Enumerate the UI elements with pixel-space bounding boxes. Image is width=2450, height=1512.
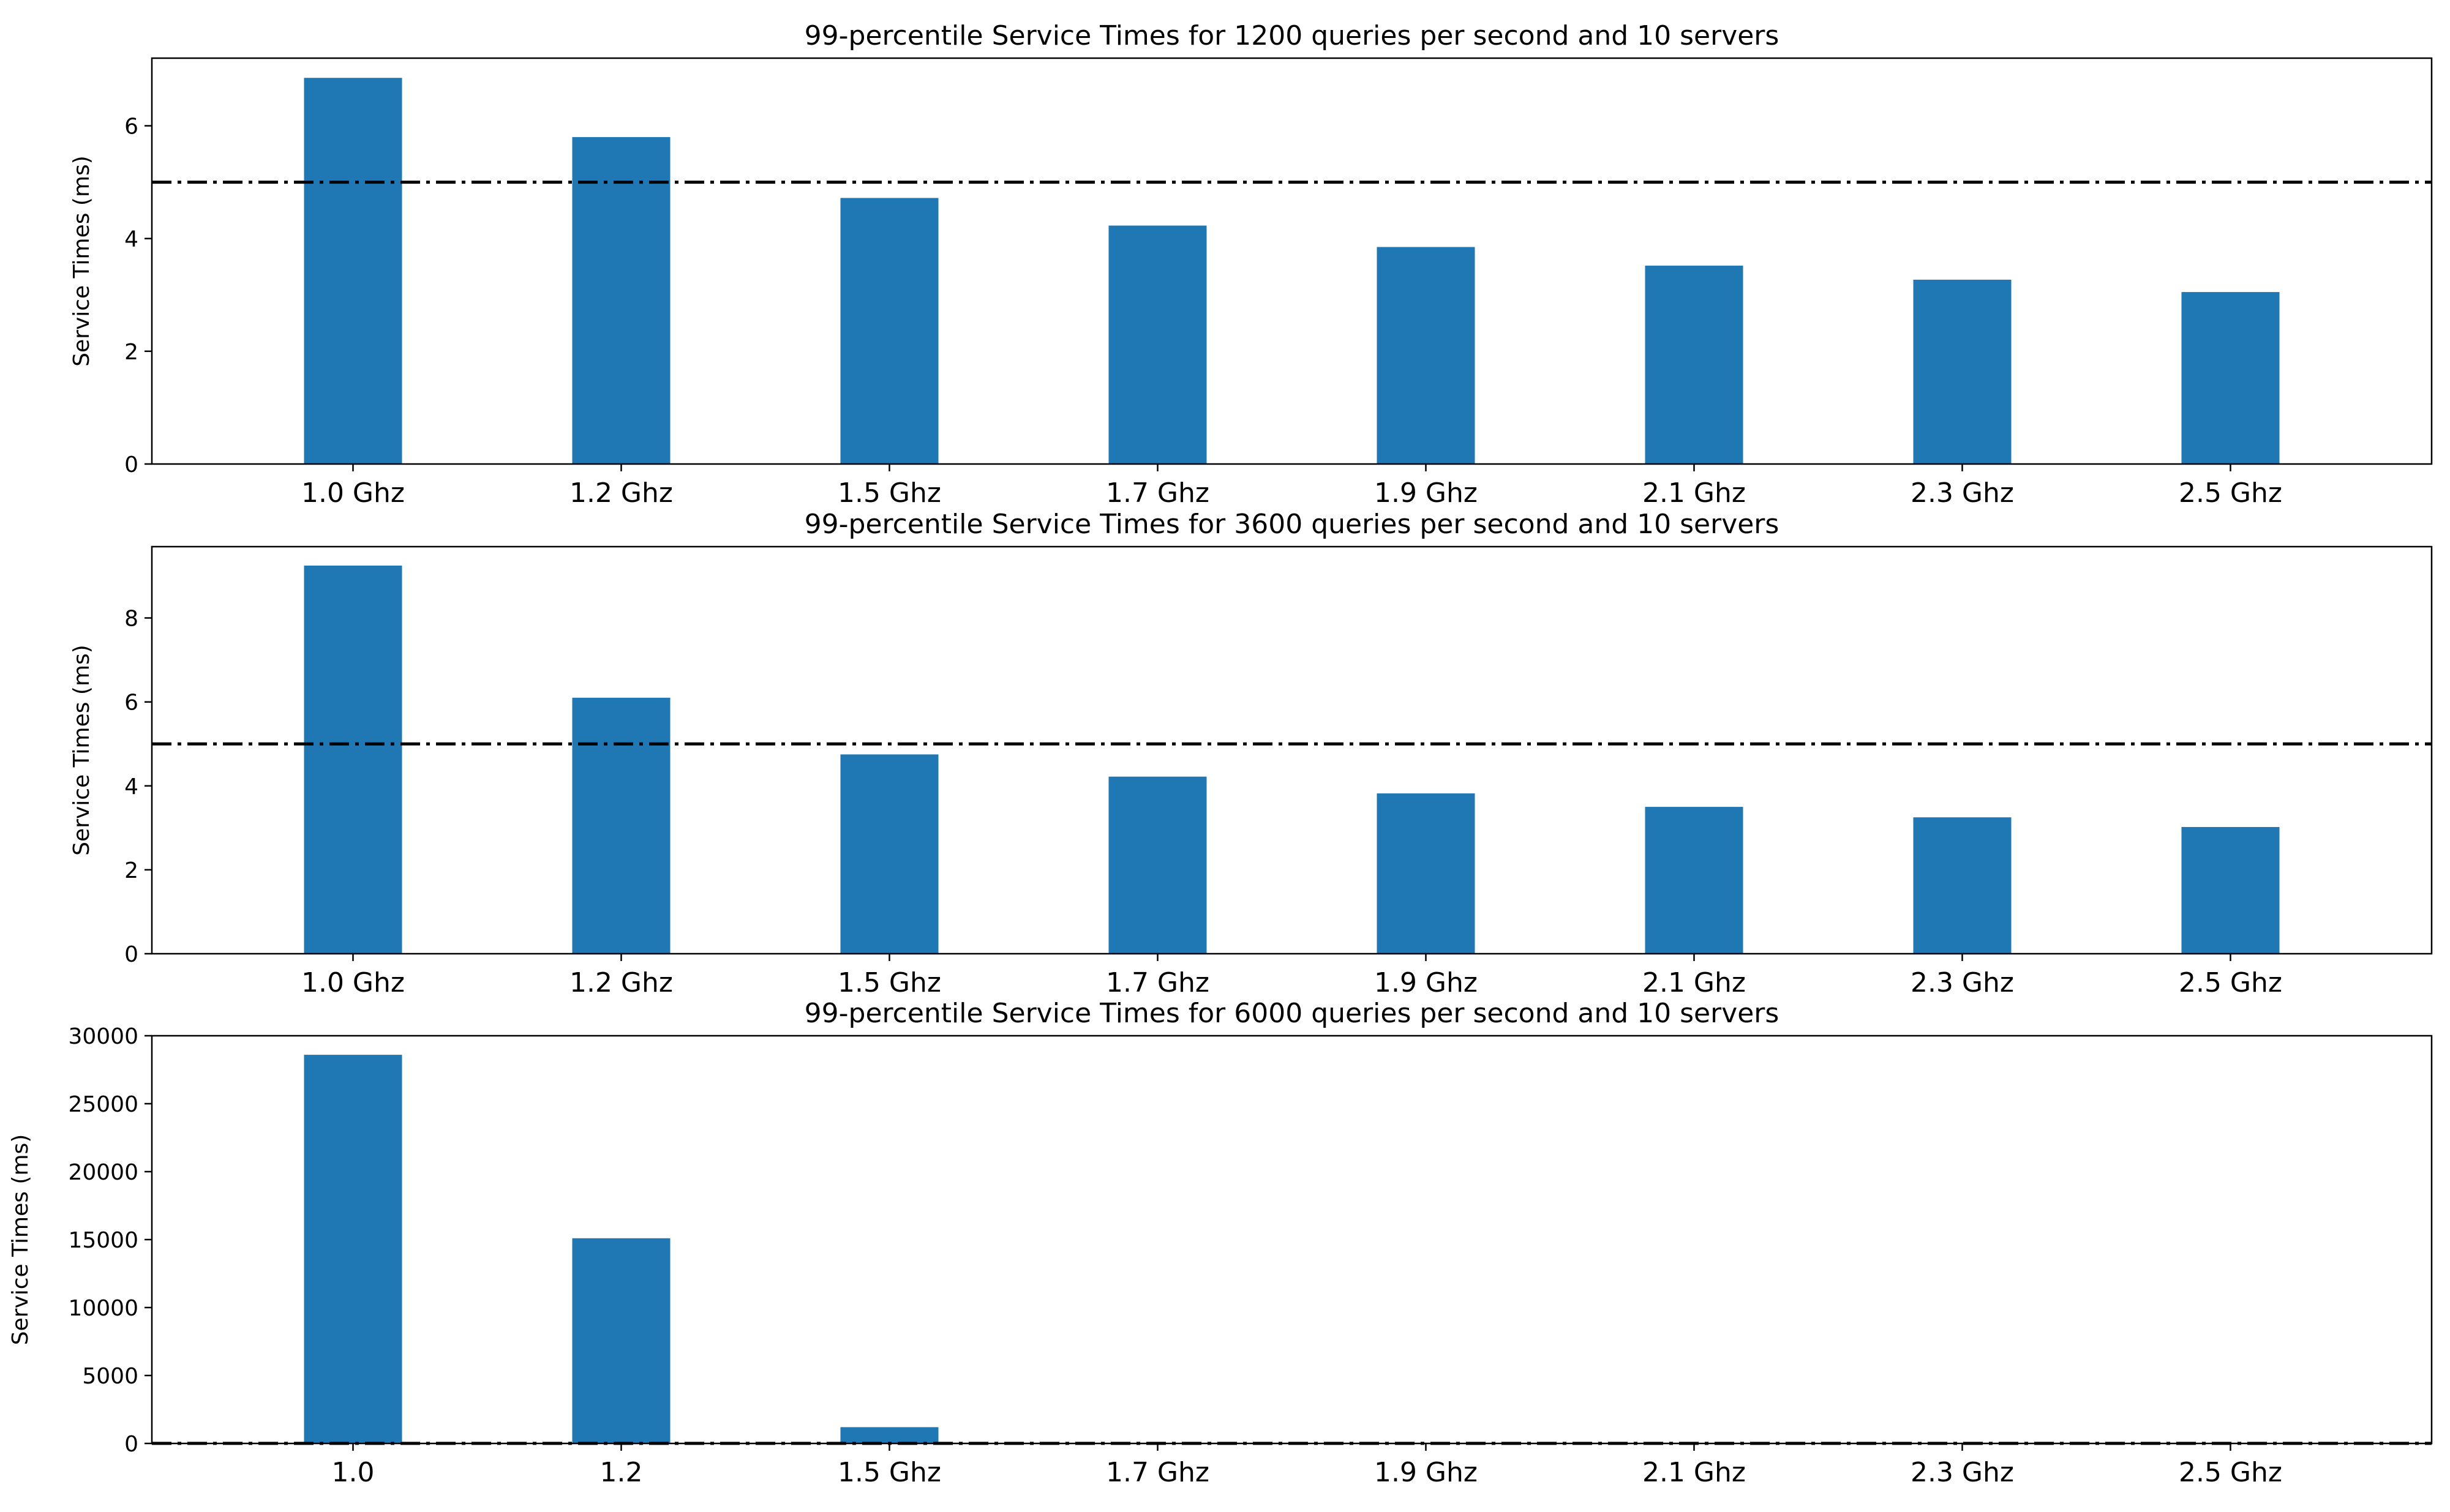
x-tick-label-3-3: 1.5 Ghz (838, 1457, 941, 1488)
x-tick-label-2-4: 1.7 Ghz (1106, 967, 1209, 998)
bar-2-5 (1377, 793, 1475, 954)
x-tick-label-2-1: 1.0 Ghz (301, 967, 405, 998)
y-tick-label-1-2: 2 (124, 340, 138, 365)
x-tick-label-3-6: 2.1 Ghz (1642, 1457, 1746, 1488)
bar-3-3 (840, 1427, 939, 1443)
y-tick-label-3-2: 5000 (82, 1364, 138, 1389)
x-tick-label-3-2: 1.2 (600, 1457, 643, 1488)
y-tick-label-3-7: 30000 (68, 1024, 138, 1049)
chart-title-2: 99-percentile Service Times for 3600 que… (805, 509, 1779, 540)
x-tick-label-1-3: 1.5 Ghz (838, 477, 941, 509)
y-axis-label-2: Service Times (ms) (69, 645, 94, 856)
x-tick-label-3-8: 2.5 Ghz (2179, 1457, 2282, 1488)
x-tick-label-2-5: 1.9 Ghz (1374, 967, 1478, 998)
chart-title-3: 99-percentile Service Times for 6000 que… (805, 998, 1779, 1029)
chart-title-1: 99-percentile Service Times for 1200 que… (805, 20, 1779, 51)
x-tick-label-3-1: 1.0 (332, 1457, 375, 1488)
x-tick-label-2-8: 2.5 Ghz (2179, 967, 2282, 998)
x-tick-label-2-3: 1.5 Ghz (838, 967, 941, 998)
y-tick-label-2-3: 4 (124, 774, 138, 799)
y-tick-label-1-4: 6 (124, 114, 138, 140)
bar-1-2 (572, 137, 671, 464)
bar-1-1 (304, 78, 402, 464)
x-tick-label-1-5: 1.9 Ghz (1374, 477, 1478, 509)
bar-1-3 (840, 198, 939, 464)
x-tick-label-2-6: 2.1 Ghz (1642, 967, 1746, 998)
x-tick-label-2-2: 1.2 Ghz (569, 967, 673, 998)
x-tick-label-1-6: 2.1 Ghz (1642, 477, 1746, 509)
axes-frame-1 (151, 57, 2433, 465)
bar-1-8 (2181, 292, 2280, 464)
bar-2-8 (2181, 827, 2280, 954)
y-axis-label-1: Service Times (ms) (69, 155, 94, 367)
y-tick-label-2-4: 6 (124, 691, 138, 716)
x-tick-label-1-4: 1.7 Ghz (1106, 477, 1209, 509)
bar-2-3 (840, 754, 939, 954)
bar-2-2 (572, 697, 671, 954)
y-axis-label-3: Service Times (ms) (8, 1134, 33, 1345)
y-tick-label-3-1: 0 (124, 1432, 138, 1457)
x-tick-label-2-7: 2.3 Ghz (1911, 967, 2014, 998)
y-tick-label-3-5: 20000 (68, 1160, 138, 1185)
y-tick-label-2-1: 0 (124, 942, 138, 967)
bar-1-7 (1913, 279, 2012, 464)
bar-1-4 (1108, 225, 1207, 464)
bar-1-6 (1645, 265, 1743, 464)
y-tick-label-2-5: 8 (124, 607, 138, 632)
x-tick-label-1-8: 2.5 Ghz (2179, 477, 2282, 509)
y-tick-label-3-6: 25000 (68, 1092, 138, 1117)
x-tick-label-1-7: 2.3 Ghz (1911, 477, 2014, 509)
bar-3-2 (572, 1238, 671, 1443)
x-tick-label-3-4: 1.7 Ghz (1106, 1457, 1209, 1488)
bar-2-6 (1645, 807, 1743, 954)
y-tick-label-1-1: 0 (124, 452, 138, 477)
bar-1-5 (1377, 247, 1475, 464)
bar-2-1 (304, 565, 402, 954)
x-tick-label-1-1: 1.0 Ghz (301, 477, 405, 509)
y-tick-label-3-3: 10000 (68, 1296, 138, 1321)
axes-frame-2 (151, 545, 2433, 955)
bar-3-1 (304, 1055, 402, 1443)
x-tick-label-1-2: 1.2 Ghz (569, 477, 673, 509)
bar-2-7 (1913, 817, 2012, 954)
y-tick-label-2-2: 2 (124, 858, 138, 883)
y-tick-label-3-4: 15000 (68, 1228, 138, 1253)
x-tick-label-3-7: 2.3 Ghz (1911, 1457, 2014, 1488)
bar-2-4 (1108, 776, 1207, 954)
x-tick-label-3-5: 1.9 Ghz (1374, 1457, 1478, 1488)
y-tick-label-1-3: 4 (124, 227, 138, 252)
